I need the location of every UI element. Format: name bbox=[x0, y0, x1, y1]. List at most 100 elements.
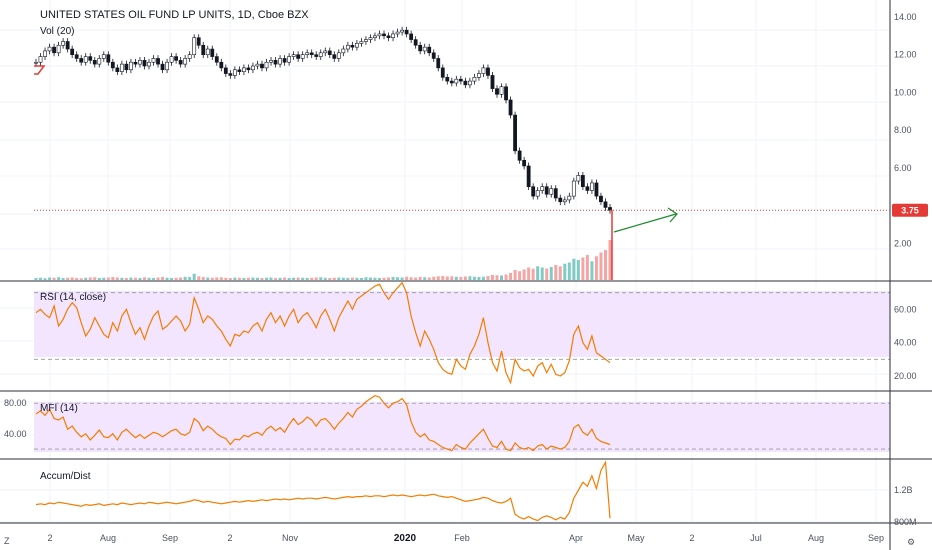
candle[interactable] bbox=[43, 47, 47, 60]
candle[interactable] bbox=[142, 56, 147, 70]
candle[interactable] bbox=[377, 30, 382, 40]
candle[interactable] bbox=[458, 75, 463, 85]
candle[interactable] bbox=[413, 36, 418, 49]
candle[interactable] bbox=[183, 55, 188, 68]
candle[interactable] bbox=[246, 64, 251, 74]
candle[interactable] bbox=[65, 38, 70, 53]
candle[interactable] bbox=[368, 34, 373, 43]
candle[interactable] bbox=[264, 58, 269, 72]
candle[interactable] bbox=[255, 60, 260, 70]
candle[interactable] bbox=[495, 85, 499, 98]
candle[interactable] bbox=[332, 51, 337, 62]
candle[interactable] bbox=[449, 77, 454, 87]
candle[interactable] bbox=[327, 47, 332, 59]
candle[interactable] bbox=[133, 58, 138, 68]
candle[interactable] bbox=[549, 185, 554, 198]
candle[interactable] bbox=[237, 66, 242, 76]
candle[interactable] bbox=[400, 26, 404, 36]
candle[interactable] bbox=[517, 147, 522, 164]
candle[interactable] bbox=[34, 58, 38, 66]
candle[interactable] bbox=[296, 51, 301, 62]
candle[interactable] bbox=[79, 55, 84, 66]
candle[interactable] bbox=[544, 183, 549, 198]
candle[interactable] bbox=[422, 43, 427, 55]
candle[interactable] bbox=[251, 62, 255, 74]
candle[interactable] bbox=[314, 51, 319, 60]
candle[interactable] bbox=[160, 60, 165, 74]
candle[interactable] bbox=[409, 30, 414, 43]
candle[interactable] bbox=[205, 45, 210, 59]
price-candles[interactable] bbox=[34, 26, 613, 280]
candle[interactable] bbox=[513, 111, 517, 155]
candle[interactable] bbox=[305, 49, 310, 59]
candle[interactable] bbox=[445, 73, 450, 85]
candle[interactable] bbox=[508, 96, 513, 119]
candle[interactable] bbox=[56, 41, 61, 57]
candle[interactable] bbox=[151, 55, 156, 66]
candle[interactable] bbox=[576, 171, 581, 185]
candle[interactable] bbox=[124, 60, 129, 74]
candle[interactable] bbox=[219, 58, 224, 72]
chart-title[interactable]: UNITED STATES OIL FUND LP UNITS, 1D, Cbo… bbox=[40, 9, 309, 21]
candle[interactable] bbox=[354, 39, 359, 51]
candle[interactable] bbox=[232, 66, 237, 79]
candle[interactable] bbox=[38, 53, 43, 66]
candle[interactable] bbox=[336, 49, 341, 62]
candle[interactable] bbox=[571, 177, 576, 200]
candle[interactable] bbox=[70, 45, 75, 59]
candle[interactable] bbox=[309, 49, 314, 59]
candle[interactable] bbox=[463, 77, 468, 89]
candle[interactable] bbox=[608, 204, 612, 214]
candle[interactable] bbox=[499, 83, 504, 98]
candle[interactable] bbox=[74, 51, 79, 62]
candle[interactable] bbox=[92, 56, 97, 68]
candle[interactable] bbox=[431, 49, 436, 62]
candle[interactable] bbox=[603, 198, 608, 211]
candle[interactable] bbox=[119, 60, 124, 76]
candle[interactable] bbox=[477, 70, 481, 81]
candle[interactable] bbox=[382, 30, 386, 40]
candle[interactable] bbox=[472, 73, 477, 85]
candle[interactable] bbox=[359, 38, 364, 47]
candle[interactable] bbox=[169, 53, 174, 66]
mfi-label[interactable]: MFI (14) bbox=[40, 403, 78, 414]
candle[interactable] bbox=[147, 58, 151, 70]
candle[interactable] bbox=[278, 55, 282, 68]
candle[interactable] bbox=[192, 34, 197, 59]
candle[interactable] bbox=[504, 83, 508, 104]
candle[interactable] bbox=[210, 45, 215, 60]
green-arrow-drawing[interactable] bbox=[613, 213, 677, 233]
candle[interactable] bbox=[269, 56, 273, 66]
candle[interactable] bbox=[373, 32, 377, 42]
candle[interactable] bbox=[323, 47, 328, 57]
candle[interactable] bbox=[242, 64, 246, 76]
candle[interactable] bbox=[196, 34, 201, 49]
candle[interactable] bbox=[364, 36, 368, 45]
candle[interactable] bbox=[526, 162, 531, 191]
candle[interactable] bbox=[101, 51, 106, 62]
candle[interactable] bbox=[481, 64, 486, 77]
price-axis-ticks[interactable]: 14.00 12.00 10.00 8.00 6.00 2.00 60.00 40.00 20.… bbox=[4, 12, 917, 527]
candle[interactable] bbox=[580, 171, 585, 191]
candle[interactable] bbox=[486, 64, 490, 79]
candle[interactable] bbox=[590, 179, 594, 194]
candle[interactable] bbox=[260, 60, 264, 72]
candle[interactable] bbox=[138, 56, 142, 68]
candle[interactable] bbox=[83, 53, 88, 66]
candle[interactable] bbox=[318, 49, 323, 60]
candle[interactable] bbox=[436, 55, 441, 72]
candle[interactable] bbox=[223, 64, 228, 77]
candle[interactable] bbox=[88, 53, 93, 64]
candle[interactable] bbox=[129, 58, 133, 74]
candle[interactable] bbox=[522, 156, 527, 170]
candle[interactable] bbox=[341, 45, 346, 57]
candle[interactable] bbox=[490, 72, 495, 93]
candle[interactable] bbox=[594, 179, 599, 200]
candle[interactable] bbox=[115, 64, 120, 76]
candle[interactable] bbox=[567, 192, 572, 204]
candle[interactable] bbox=[599, 192, 603, 206]
candle[interactable] bbox=[558, 194, 563, 206]
candle[interactable] bbox=[391, 30, 395, 42]
candle[interactable] bbox=[467, 77, 472, 89]
